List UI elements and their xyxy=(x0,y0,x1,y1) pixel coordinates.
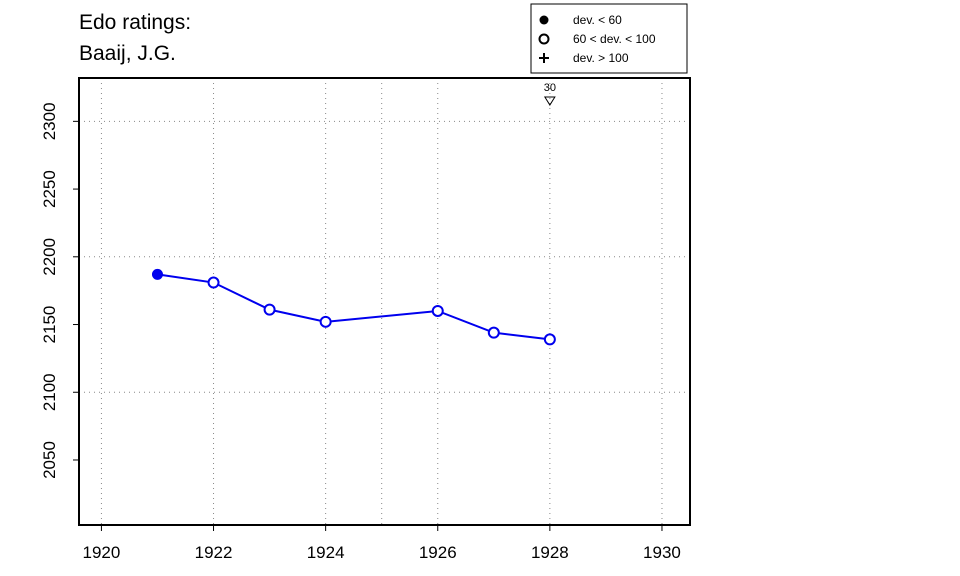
x-tick-label: 1928 xyxy=(531,543,569,562)
y-tick-label: 2050 xyxy=(40,441,59,479)
x-tick-label: 1922 xyxy=(195,543,233,562)
y-tick-label: 2100 xyxy=(40,373,59,411)
down-triangle-marker xyxy=(543,96,556,106)
x-tick-label: 1926 xyxy=(419,543,457,562)
legend-open-circle-icon xyxy=(538,33,550,45)
legend-label: 60 < dev. < 100 xyxy=(573,32,656,46)
x-tick-label: 1920 xyxy=(83,543,121,562)
data-point xyxy=(543,333,556,346)
chart-subtitle: Baaij, J.G. xyxy=(79,42,176,65)
x-tick-label: 1924 xyxy=(307,543,345,562)
legend-filled-circle-icon xyxy=(539,15,549,25)
chart-title: Edo ratings: xyxy=(79,11,192,34)
legend-label: dev. > 100 xyxy=(573,51,629,65)
data-point xyxy=(263,303,276,316)
data-point xyxy=(487,326,500,339)
legend-plus-icon xyxy=(539,53,549,63)
legend: dev. < 60 60 < dev. < 100 dev. > 100 xyxy=(530,3,688,74)
y-tick-label: 2200 xyxy=(40,238,59,276)
x-tick-label: 1930 xyxy=(643,543,681,562)
data-point xyxy=(431,304,444,317)
y-tick-label: 2300 xyxy=(40,102,59,140)
plot-frame xyxy=(78,77,691,526)
annotation-label: 30 xyxy=(544,82,556,94)
data-point xyxy=(319,315,332,328)
y-tick-label: 2250 xyxy=(40,170,59,208)
data-point xyxy=(207,276,220,289)
legend-label: dev. < 60 xyxy=(573,13,622,27)
legend-box xyxy=(530,3,688,74)
y-tick-label: 2150 xyxy=(40,306,59,344)
data-point xyxy=(151,268,163,280)
